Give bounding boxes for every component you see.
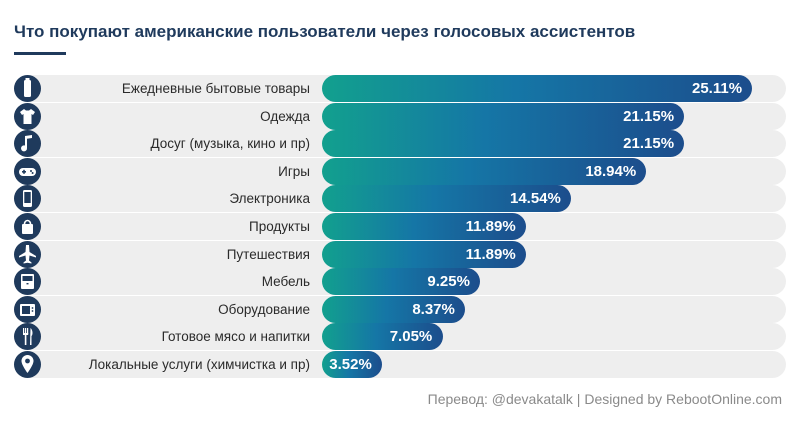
bar-row: Ежедневные бытовые товары 25.11% — [0, 75, 800, 102]
appliance-icon — [14, 295, 41, 323]
bar-row: Мебель 9.25% — [0, 268, 800, 296]
category-label: Игры — [278, 163, 310, 179]
bar — [322, 185, 571, 213]
category-label: Одежда — [260, 108, 310, 124]
bar-row: Одежда 21.15% — [0, 102, 800, 130]
bar — [322, 130, 685, 158]
category-label: Электроника — [229, 191, 310, 207]
data-label: 11.89% — [465, 245, 516, 263]
tshirt-icon — [14, 102, 41, 130]
data-label: 7.05% — [389, 328, 433, 346]
data-label: 21.15% — [623, 135, 675, 153]
category-label: Локальные услуги (химчистка и пр) — [88, 357, 310, 372]
category-label: Путешествия — [226, 246, 310, 262]
data-label: 8.37% — [412, 300, 455, 318]
bar-track — [14, 351, 786, 378]
data-label: 18.94% — [585, 162, 637, 180]
music-note-icon — [14, 130, 41, 158]
data-label: 21.15% — [623, 107, 675, 125]
bar-row: Готовое мясо и напитки 7.05% — [0, 323, 800, 351]
bar — [322, 268, 481, 296]
bar-row: Путешествия 11.89% — [0, 240, 800, 268]
data-label: 3.52% — [329, 356, 372, 373]
credit-text: Перевод: @devakatalk | Designed by Reboo… — [427, 391, 782, 407]
bar — [322, 295, 466, 323]
chart-title: Что покупают американские пользователи ч… — [14, 22, 636, 41]
bar-row: Продукты 11.89% — [0, 213, 800, 240]
category-label: Готовое мясо и напитки — [161, 329, 310, 345]
data-label: 11.89% — [465, 218, 516, 235]
bar-row: Досуг (музыка, кино и пр) 21.15% — [0, 130, 800, 158]
bar — [322, 157, 647, 185]
bar-row: Электроника 14.54% — [0, 185, 800, 213]
location-pin-icon — [14, 351, 41, 378]
gamepad-icon — [14, 157, 41, 185]
bar — [322, 351, 383, 378]
airplane-icon — [14, 240, 41, 268]
category-label: Оборудование — [218, 301, 310, 317]
bar — [322, 102, 685, 130]
data-label: 14.54% — [509, 190, 561, 208]
fork-knife-icon — [14, 323, 41, 351]
data-label: 25.11% — [692, 80, 743, 97]
furniture-icon — [14, 268, 41, 296]
category-label: Ежедневные бытовые товары — [121, 81, 310, 96]
bar-row: Оборудование 8.37% — [0, 295, 800, 323]
bar-row: Игры 18.94% — [0, 157, 800, 185]
smartphone-icon — [14, 185, 41, 213]
bar — [322, 240, 526, 268]
bar — [322, 323, 443, 351]
data-label: 9.25% — [427, 273, 470, 291]
shopping-bag-icon — [14, 213, 41, 240]
title-underline — [14, 52, 66, 55]
bar — [322, 213, 526, 240]
household-goods-icon — [14, 75, 41, 102]
category-label: Продукты — [249, 219, 310, 234]
bar — [322, 75, 752, 102]
category-label: Досуг (музыка, кино и пр) — [150, 136, 310, 152]
category-label: Мебель — [261, 274, 310, 290]
bar-row: Локальные услуги (химчистка и пр) 3.52% — [0, 351, 800, 378]
